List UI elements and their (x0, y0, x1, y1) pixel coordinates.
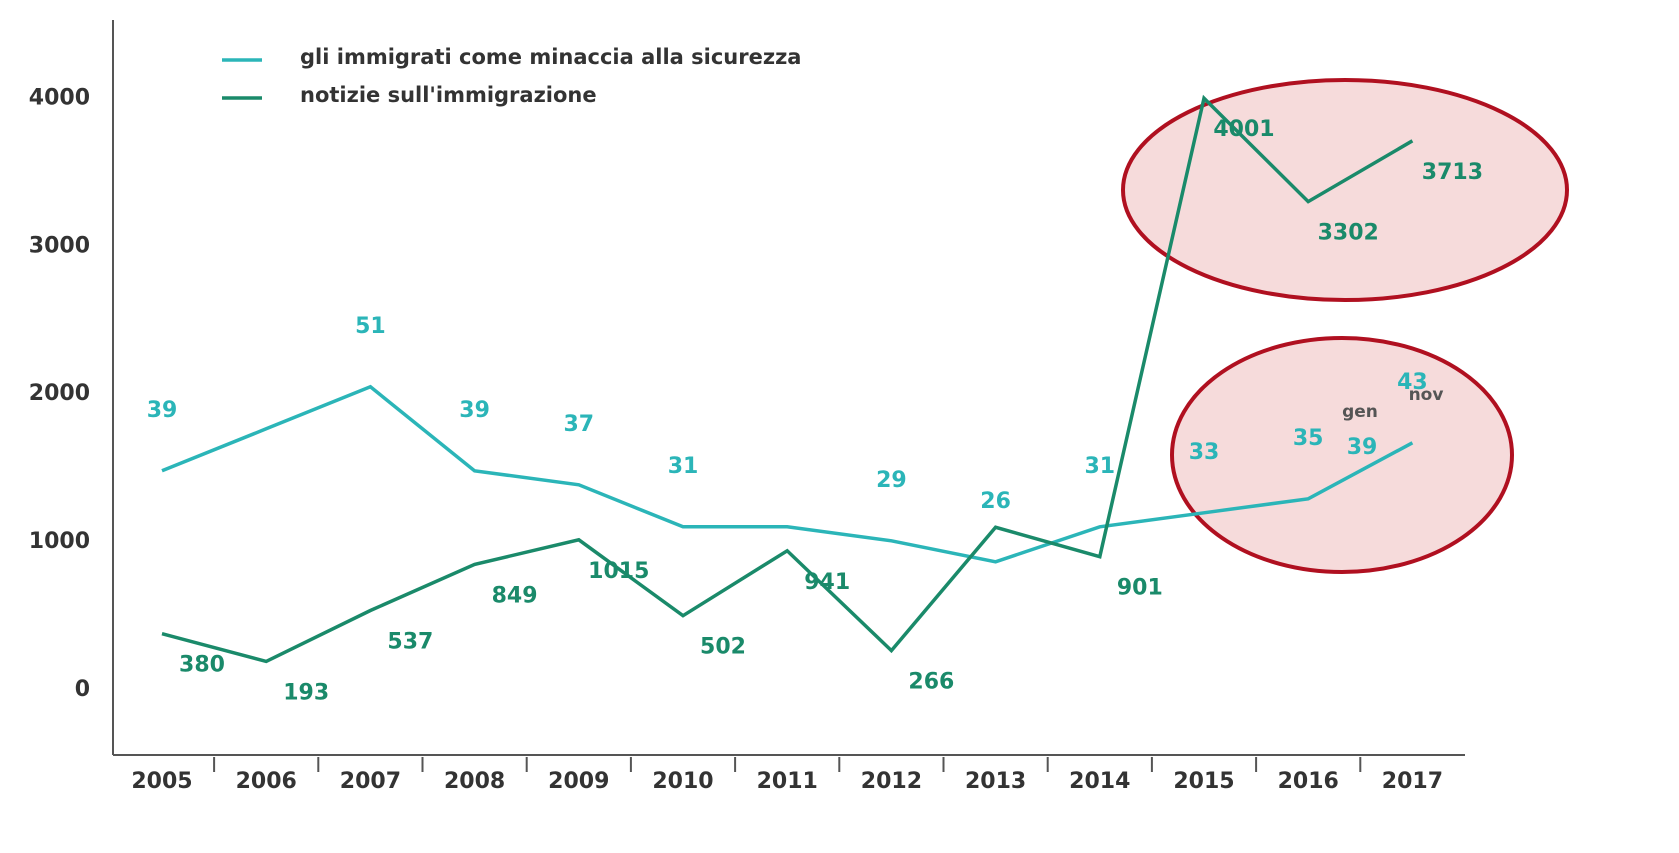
x-tick-label: 2016 (1278, 769, 1339, 794)
data-label: 901 (1117, 576, 1163, 601)
x-tick-label: 2007 (340, 769, 401, 794)
data-label: 849 (492, 583, 538, 608)
data-label: 1015 (588, 559, 649, 584)
x-tick-label: 2014 (1069, 769, 1130, 794)
data-label: 4001 (1213, 117, 1274, 142)
x-tick-label: 2013 (965, 769, 1026, 794)
y-tick-label: 0 (75, 677, 90, 702)
x-tick-label: 2006 (236, 769, 297, 794)
data-label: 380 (179, 653, 225, 678)
data-label: 39 (147, 398, 178, 423)
annotation: gen (1342, 402, 1378, 422)
data-label: 31 (668, 454, 699, 479)
data-label: 26 (980, 489, 1011, 514)
data-label: 39 (459, 398, 490, 423)
data-label: 51 (355, 314, 386, 339)
data-label: 3713 (1422, 160, 1483, 185)
highlight-ellipse (1170, 336, 1514, 574)
highlight-ellipse (1121, 78, 1569, 302)
data-label: 43 (1397, 370, 1428, 395)
y-tick-label: 1000 (29, 529, 90, 554)
x-tick-label: 2005 (131, 769, 192, 794)
x-tick-label: 2009 (548, 769, 609, 794)
data-label: 193 (283, 680, 329, 705)
x-tick-label: 2012 (861, 769, 922, 794)
data-label: 33 (1189, 440, 1220, 465)
data-label: 31 (1084, 454, 1115, 479)
y-tick-label: 3000 (29, 233, 90, 258)
x-tick-label: 2010 (652, 769, 713, 794)
x-tick-label: 2008 (444, 769, 505, 794)
series-line (161, 384, 1414, 564)
annotation: 39 (1347, 435, 1378, 460)
legend-label: notizie sull'immigrazione (300, 83, 597, 107)
data-label: 35 (1293, 426, 1324, 451)
data-label: 29 (876, 468, 907, 493)
data-label: 537 (387, 630, 433, 655)
data-label: 502 (700, 635, 746, 660)
legend-label: gli immigrati come minaccia alla sicurez… (300, 45, 801, 69)
data-label: 941 (804, 570, 850, 595)
y-tick-label: 4000 (29, 85, 90, 110)
data-label: 37 (563, 412, 594, 437)
y-tick-label: 2000 (29, 381, 90, 406)
series-line (161, 94, 1414, 664)
data-label: 266 (908, 670, 954, 695)
x-tick-label: 2011 (757, 769, 818, 794)
annotation: nov (1409, 385, 1444, 405)
x-tick-label: 2017 (1382, 769, 1443, 794)
data-label: 3302 (1318, 221, 1379, 246)
x-tick-label: 2015 (1173, 769, 1234, 794)
